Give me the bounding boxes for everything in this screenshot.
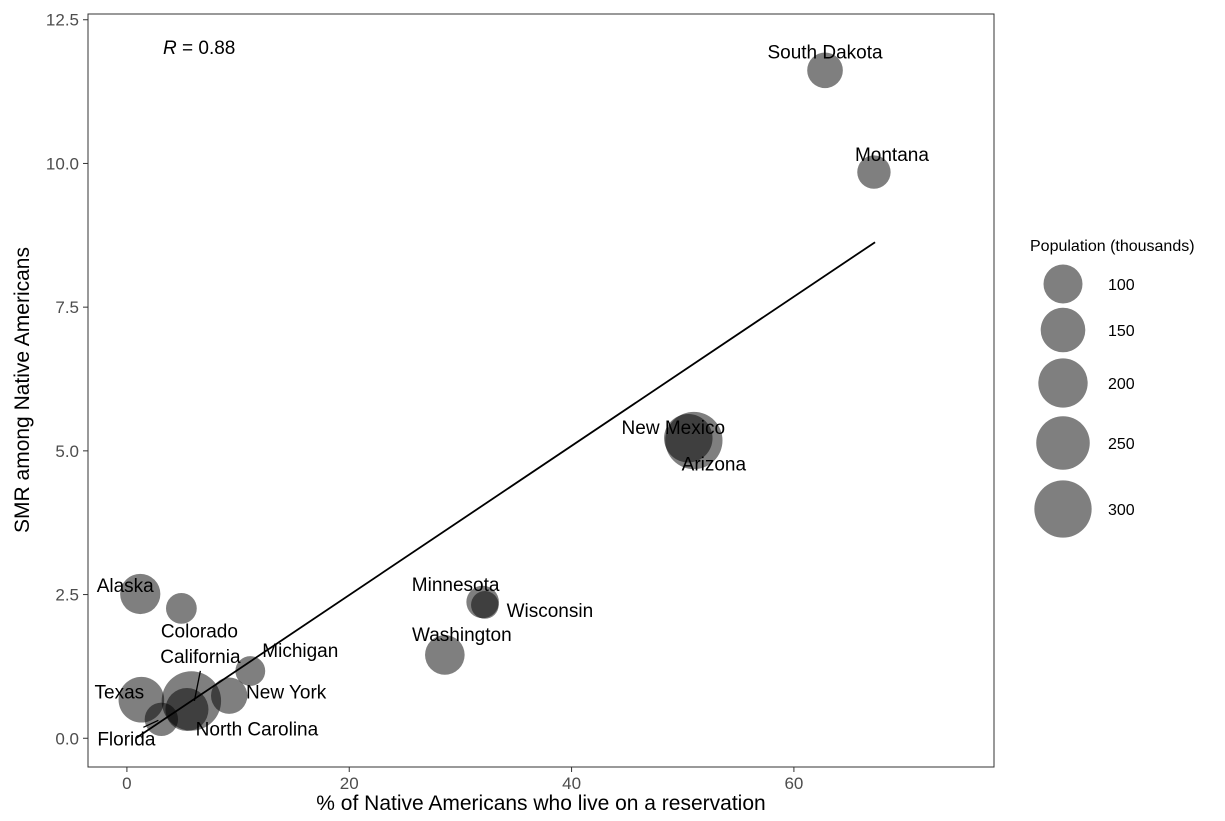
label-wisconsin: Wisconsin	[507, 601, 594, 622]
label-alaska: Alaska	[97, 576, 154, 597]
legend-label-150: 150	[1108, 323, 1135, 340]
label-montana: Montana	[855, 145, 929, 166]
label-arizona: Arizona	[682, 455, 747, 476]
size-legend: Population (thousands) 100 150 200 250 300	[1030, 238, 1195, 538]
y-tick-label: 5.0	[55, 442, 79, 461]
label-new-york: New York	[246, 683, 327, 704]
points-layer	[118, 52, 891, 736]
x-tick-label: 60	[784, 774, 803, 793]
point-washington	[425, 635, 465, 675]
point-michigan	[235, 656, 266, 686]
leader-florida	[143, 719, 159, 728]
x-axis-title: % of Native Americans who live on a rese…	[316, 792, 765, 815]
x-tick-label: 40	[562, 774, 581, 793]
label-south-dakota: South Dakota	[767, 42, 883, 63]
panel-border	[87, 13, 995, 768]
regression-line-layer	[135, 241, 876, 740]
legend-label-250: 250	[1108, 436, 1135, 453]
label-minnesota: Minnesota	[412, 575, 500, 596]
label-texas: Texas	[95, 683, 145, 704]
point-alaska	[120, 573, 161, 615]
label-north-carolina: North Carolina	[196, 720, 319, 741]
x-tick-label: 0	[122, 774, 131, 793]
y-tick-label: 12.5	[46, 11, 79, 30]
legend-key-250	[1036, 416, 1090, 470]
correlation-annotation: R = 0.88	[163, 38, 235, 59]
y-tick-label: 0.0	[55, 729, 79, 748]
y-tick-label: 10.0	[46, 154, 79, 173]
y-axis-title: SMR among Native Americans	[11, 247, 34, 533]
point-montana	[857, 155, 891, 189]
point-south-dakota	[807, 52, 843, 89]
legend-title: Population (thousands)	[1030, 238, 1195, 255]
y-tick-label: 7.5	[55, 298, 79, 317]
label-new-mexico: New Mexico	[622, 418, 725, 439]
label-colorado: Colorado	[161, 621, 238, 642]
leader-california	[193, 670, 202, 702]
point-florida	[144, 702, 179, 736]
legend-label-300: 300	[1108, 502, 1135, 519]
point-labels-layer: South Dakota Montana New Mexico Arizona Alas…	[95, 42, 930, 750]
point-new-mexico	[664, 413, 713, 463]
label-washington: Washington	[412, 625, 512, 646]
x-tick-label: 20	[340, 774, 359, 793]
x-axis: 0 20 40 60	[122, 767, 803, 793]
y-axis: 0.0 2.5 5.0 7.5 10.0 12.5	[46, 11, 88, 748]
legend-label-200: 200	[1108, 376, 1135, 393]
point-colorado	[165, 592, 197, 624]
point-wisconsin	[471, 591, 499, 619]
y-tick-label: 2.5	[55, 586, 79, 605]
legend-key-100	[1043, 264, 1083, 304]
legend-key-150	[1040, 307, 1086, 353]
legend-label-100: 100	[1108, 277, 1135, 294]
legend-key-200	[1038, 358, 1088, 408]
point-new-york	[211, 677, 248, 714]
label-california: California	[160, 647, 241, 668]
label-michigan: Michigan	[262, 641, 338, 662]
legend-key-300	[1034, 480, 1092, 538]
label-florida: Florida	[97, 729, 156, 750]
regression-line	[135, 241, 876, 740]
